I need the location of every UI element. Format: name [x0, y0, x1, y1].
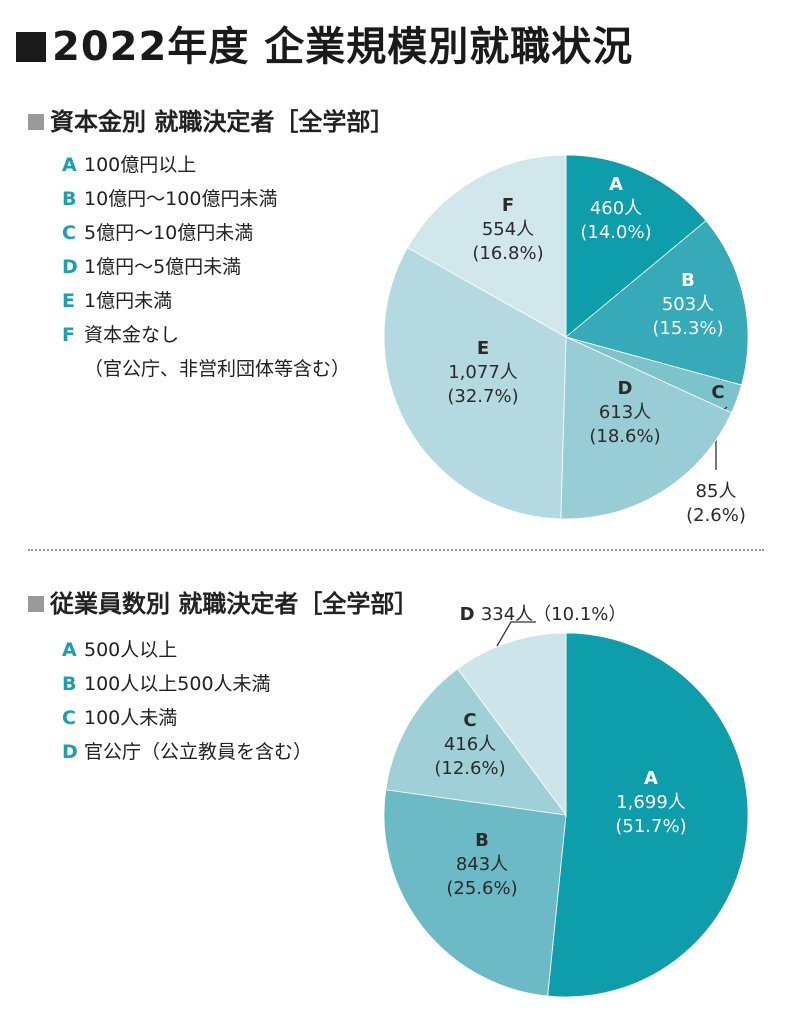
legend-label: 1億円未満: [84, 290, 173, 312]
legend-item: D 1億円〜5億円未満: [62, 250, 350, 284]
legend-item: B 100人以上500人未満: [62, 667, 312, 701]
slice-label-key: B: [681, 270, 695, 291]
slice-label-value: 1,699人: [616, 792, 686, 813]
legend-key: D: [62, 741, 78, 763]
slice-label-percent: （10.1%）: [533, 604, 626, 625]
pie-slice-b: [383, 789, 567, 997]
slice-label: D 334人（10.1%）: [460, 604, 627, 625]
slice-label-key: B: [475, 830, 489, 851]
slice-label-value: 843人: [456, 854, 508, 875]
legend-key: C: [62, 222, 76, 244]
legend-key: B: [62, 188, 77, 210]
pie-slice-c: [385, 668, 567, 816]
slice-label-value: 554人: [482, 219, 534, 240]
pie-slice-f: [406, 154, 567, 338]
pie-slice-e: [383, 247, 567, 520]
legend-key: A: [62, 154, 77, 176]
slice-label-key: C: [711, 382, 724, 403]
slice-label-percent: (32.7%): [447, 386, 518, 407]
slice-label-value: 416人: [444, 734, 496, 755]
legend-key: A: [62, 639, 77, 661]
legend-label: 100億円以上: [84, 154, 197, 176]
pie-slice-d: [457, 632, 567, 817]
legend-key: E: [62, 290, 75, 312]
slice-label-key: A: [644, 768, 658, 789]
slice-label-percent: (18.6%): [589, 426, 660, 447]
slice-label-value: 334人: [481, 604, 533, 625]
legend-item-note: （官公庁、非営利団体等含む）: [84, 358, 351, 380]
slice-label-key: E: [477, 338, 489, 359]
legend-item: B 10億円〜100億円未満: [62, 182, 350, 216]
legend-label: 5億円〜10億円未満: [84, 222, 254, 244]
legend-key: B: [62, 673, 77, 695]
section2-legend: A 500人以上 B 100人以上500人未満 C 100人未満 D 官公庁（公立教員を…: [62, 633, 312, 769]
legend-item: F 資本金なし: [62, 318, 350, 352]
slice-label-key: A: [609, 174, 623, 195]
slice-label-value: 503人: [662, 294, 714, 315]
legend-item: A 100億円以上: [62, 148, 350, 182]
pie-slice-a: [565, 154, 707, 338]
slice-label-value: 460人: [590, 198, 642, 219]
legend-item: C 100人未満: [62, 701, 312, 735]
section-divider: [28, 549, 764, 551]
square-bullet-icon: [28, 596, 44, 612]
legend-label: 100人以上500人未満: [84, 673, 271, 695]
legend-label: 1億円〜5億円未満: [84, 256, 242, 278]
slice-label-key: C: [463, 710, 476, 731]
slice-label-percent: (12.6%): [434, 758, 505, 779]
legend-item: A 500人以上: [62, 633, 312, 667]
pie-slice-b: [565, 220, 749, 386]
slice-label-percent: (2.6%): [686, 505, 746, 526]
legend-item: C 5億円〜10億円未満: [62, 216, 350, 250]
page-title: 2022年度 企業規模別就職状況: [16, 14, 633, 72]
slice-label-value: 1,077人: [448, 362, 518, 383]
slice-label-percent: (51.7%): [615, 816, 686, 837]
legend-key: C: [62, 707, 76, 729]
pie-slice-d: [560, 336, 733, 520]
slice-label-key: D: [618, 378, 633, 399]
slice-label-percent: (25.6%): [446, 878, 517, 899]
slice-label-value: 85人: [696, 481, 737, 502]
square-bullet-icon: [28, 114, 44, 130]
legend-label: 10億円〜100億円未満: [84, 188, 278, 210]
slice-label-key: D: [460, 604, 481, 625]
section1-title-text: 資本金別 就職決定者［全学部］: [50, 108, 395, 136]
legend-key: F: [62, 324, 75, 346]
page-title-text: 2022年度 企業規模別就職状況: [52, 24, 634, 70]
slice-label-percent: (14.0%): [580, 222, 651, 243]
section2-title: 従業員数別 就職決定者［全学部］: [28, 584, 418, 619]
slice-label-key: F: [502, 195, 514, 216]
legend-label: 100人未満: [84, 707, 178, 729]
slice-label-value: 613人: [599, 402, 651, 423]
slice-label-percent: (16.8%): [472, 243, 543, 264]
legend-label: 資本金なし: [84, 324, 180, 346]
capital-pie-chart: A 460人 (14.0%) B 503人 (15.3%) C 85人 (2.6%) D 613人 (…: [383, 154, 749, 526]
slice-label-percent: (15.3%): [652, 318, 723, 339]
section2-title-text: 従業員数別 就職決定者［全学部］: [50, 590, 419, 618]
legend-label: 500人以上: [84, 639, 178, 661]
leader-line: [496, 621, 536, 647]
section1-title: 資本金別 就職決定者［全学部］: [28, 102, 394, 137]
employee-pie-chart: A 1,699人 (51.7%) B 843人 (25.6%) C 416人 (12.6%) D …: [383, 604, 749, 998]
legend-item: E 1億円未満: [62, 284, 350, 318]
pie-slice-a: [547, 632, 749, 998]
legend-label: 官公庁（公立教員を含む）: [84, 741, 313, 763]
section1-legend: A 100億円以上 B 10億円〜100億円未満 C 5億円〜10億円未満 D 1億円〜…: [62, 148, 350, 386]
legend-key: D: [62, 256, 78, 278]
square-bullet-icon: [16, 32, 46, 62]
legend-item: D 官公庁（公立教員を含む）: [62, 735, 312, 769]
